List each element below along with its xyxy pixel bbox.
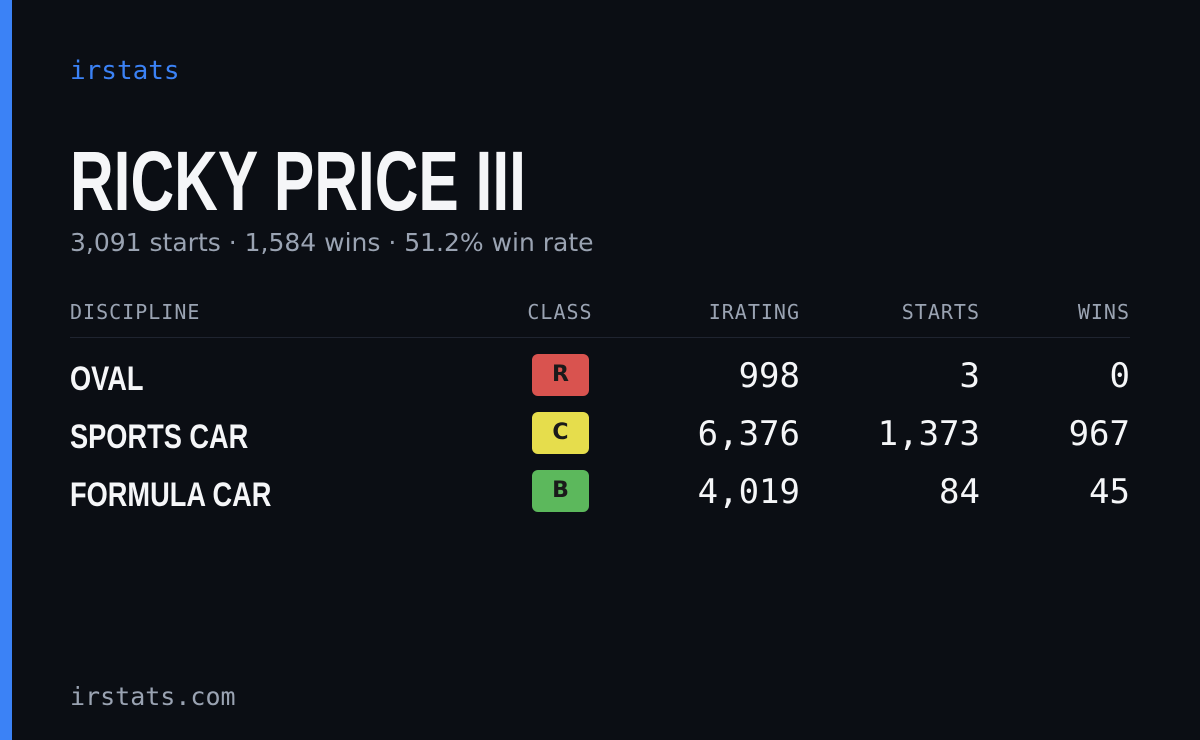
accent-bar: [0, 0, 12, 740]
brand: irstats: [70, 56, 180, 86]
wins-value: 0: [1109, 356, 1130, 396]
column-header: STARTS: [901, 300, 980, 324]
column-header: DISCIPLINE: [70, 300, 201, 324]
discipline: FORMULA CAR: [70, 476, 272, 514]
driver-name: RICKY PRICE III: [70, 134, 526, 228]
irating-value: 998: [738, 356, 800, 396]
starts-value: 1,373: [877, 414, 980, 454]
column-header: CLASS: [527, 300, 593, 324]
class-badge: C: [532, 412, 589, 454]
footer: irstats.com: [70, 682, 236, 711]
starts-value: 3: [959, 356, 980, 396]
column-header: IRATING: [708, 300, 800, 324]
header-rule: [70, 337, 1130, 338]
column-header: WINS: [1077, 300, 1130, 324]
class-badge: B: [532, 470, 589, 512]
discipline: SPORTS CAR: [70, 418, 249, 456]
wins-value: 45: [1089, 472, 1130, 512]
discipline: OVAL: [70, 360, 144, 398]
starts-value: 84: [939, 472, 980, 512]
class-badge: R: [532, 354, 589, 396]
wins-value: 967: [1068, 414, 1130, 454]
irating-value: 4,019: [697, 472, 800, 512]
driver-summary: 3,091 starts · 1,584 wins · 51.2% win ra…: [70, 228, 594, 257]
irating-value: 6,376: [697, 414, 800, 454]
